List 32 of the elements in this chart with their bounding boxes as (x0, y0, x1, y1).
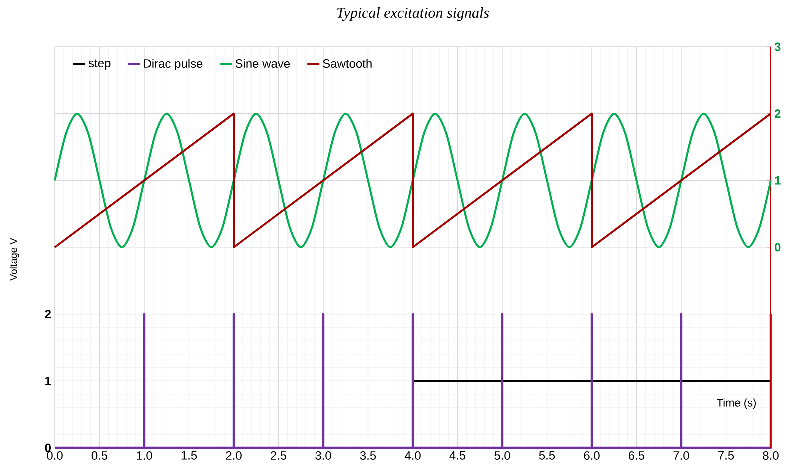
x-tick-label: 0.5 (92, 452, 108, 460)
y-tick-label: 2 (45, 310, 51, 319)
y2-tick-label: 0 (774, 243, 781, 252)
legend-label: Sine wave (236, 59, 290, 68)
x-tick-label: 8.0 (763, 452, 779, 460)
y2-tick-label: 1 (775, 176, 781, 185)
legend-label: Sawtooth (323, 59, 372, 68)
x-axis-title: Time (s) (717, 398, 756, 409)
y-tick-label: 0 (45, 444, 51, 452)
y2-tick-label: 2 (774, 110, 781, 118)
x-tick-label: 1.5 (182, 452, 198, 460)
x-tick-label: 2.5 (271, 452, 287, 460)
x-tick-label: 1.0 (137, 452, 152, 460)
chart-title: Typical excitation signals (337, 8, 490, 22)
x-tick-label: 4.5 (450, 452, 466, 460)
x-tick-label: 6.0 (584, 452, 600, 460)
y2-tick-label: 3 (774, 42, 781, 52)
x-tick-label: 5.0 (494, 452, 510, 460)
y-tick-label: 1 (46, 377, 52, 386)
x-tick-label: 3.0 (316, 452, 332, 460)
x-tick-label: 3.5 (360, 452, 376, 460)
legend-label: Dirac pulse (144, 59, 203, 70)
line-series (54, 112, 772, 248)
x-tick-label: 2.0 (226, 452, 242, 460)
x-tick-label: 4.0 (404, 452, 421, 460)
legend-label: step (88, 60, 111, 70)
x-tick-label: 0.0 (47, 452, 63, 460)
x-tick-label: 7.5 (718, 452, 734, 460)
x-tick-label: 6.5 (629, 452, 645, 460)
x-tick-label: 7.0 (674, 452, 690, 460)
x-tick-label: 5.5 (539, 452, 556, 460)
y-axis-title: Voltage V (10, 238, 20, 281)
